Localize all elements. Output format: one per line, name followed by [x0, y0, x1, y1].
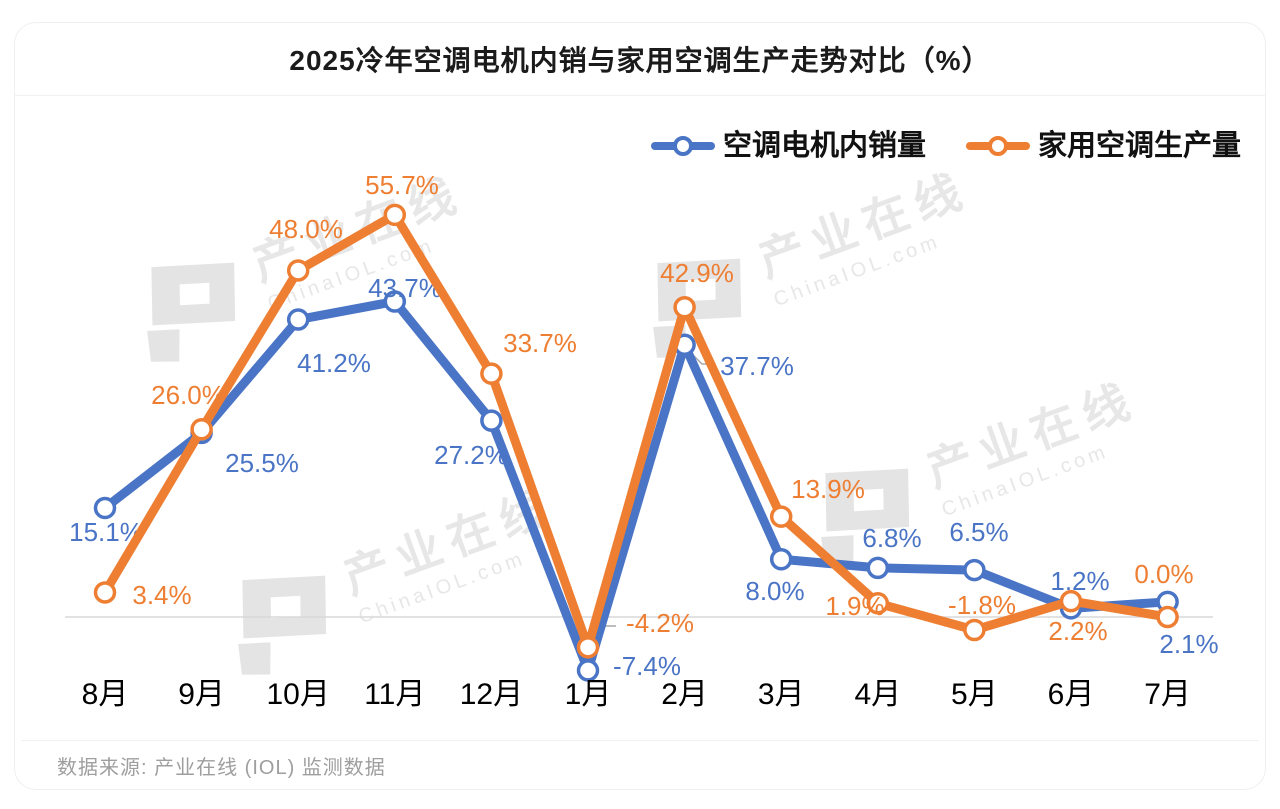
watermark: 产业在线 ChinaIOL.com — [794, 362, 1158, 579]
watermark-en: ChinaIOL.com — [770, 230, 944, 312]
iol-logo-icon — [821, 468, 910, 568]
legend-dot-icon — [672, 136, 693, 156]
page-title: 2025冷年空调电机内销与家用空调生产走势对比（%） — [289, 45, 991, 76]
watermark-cn: 产业在线 — [919, 372, 1145, 497]
iol-logo-icon — [238, 575, 327, 675]
watermark: 产业在线 ChinaIOL.com — [211, 469, 575, 686]
watermark-en: ChinaIOL.com — [938, 440, 1112, 522]
legend-item-ac-production[interactable]: 家用空调生产量 — [965, 129, 1241, 162]
legend: 空调电机内销量 家用空调生产量 — [650, 127, 1241, 165]
chart-card: 产业在线 ChinaIOL.com 产业在线 ChinaIOL.com 产业在线… — [14, 22, 1266, 790]
legend-dot-icon — [987, 136, 1008, 156]
legend-line-icon — [965, 136, 1030, 156]
legend-label: 空调电机内销量 — [722, 129, 926, 162]
watermark: 产业在线 ChinaIOL.com — [120, 156, 484, 373]
chart-header: 2025冷年空调电机内销与家用空调生产走势对比（%） — [15, 23, 1265, 96]
chart-footer: 数据来源: 产业在线 (IOL) 监测数据 — [21, 740, 1259, 789]
watermark-cn: 产业在线 — [336, 479, 562, 604]
watermark-cn: 产业在线 — [245, 166, 471, 291]
data-source: 数据来源: 产业在线 (IOL) 监测数据 — [57, 756, 386, 779]
iol-logo-icon — [653, 258, 742, 358]
watermark-cn: 产业在线 — [751, 162, 977, 287]
legend-label: 家用空调生产量 — [1037, 129, 1241, 162]
watermark: 产业在线 ChinaIOL.com — [626, 152, 990, 369]
watermark-en: ChinaIOL.com — [264, 234, 438, 316]
iol-logo-icon — [147, 262, 236, 362]
legend-item-motor-sales[interactable]: 空调电机内销量 — [650, 129, 926, 162]
watermark-en: ChinaIOL.com — [355, 547, 529, 629]
legend-line-icon — [650, 136, 715, 156]
